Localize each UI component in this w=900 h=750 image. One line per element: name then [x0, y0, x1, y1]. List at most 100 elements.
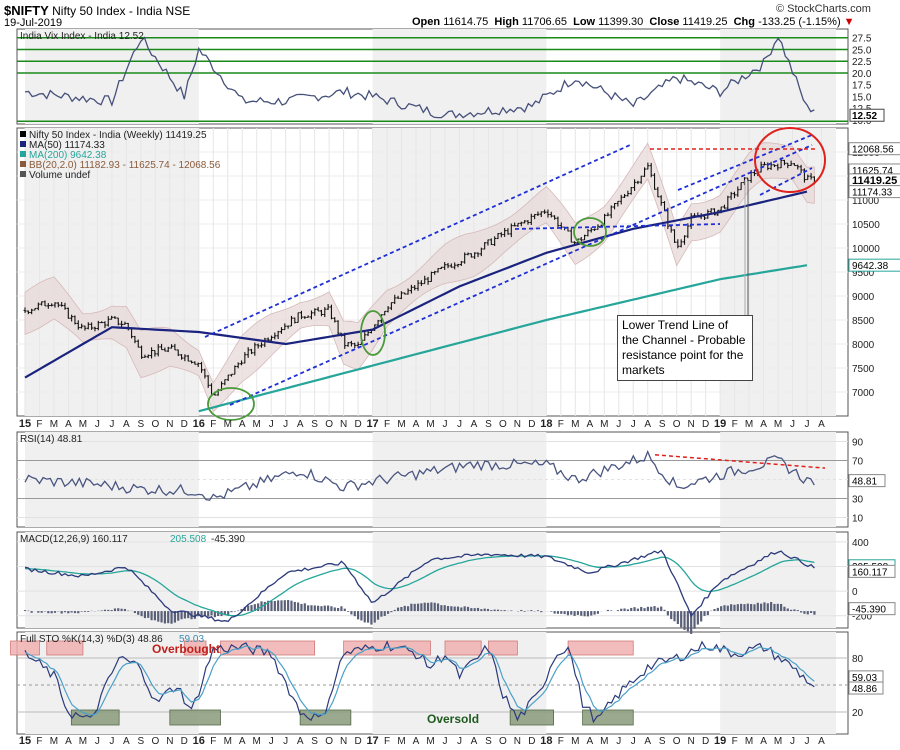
channel-lower-line — [229, 144, 813, 406]
year-band — [720, 632, 836, 734]
month-tick-label: J — [109, 736, 114, 747]
legend-swatch — [20, 151, 26, 157]
month-tick-label: F — [36, 419, 42, 430]
price-y-tick: 8500 — [852, 316, 875, 327]
macd-legend-signal: 205.508 — [170, 534, 207, 545]
month-tick-label: 15 — [19, 735, 31, 747]
price-y-tick: 7000 — [852, 388, 875, 399]
overbought-box — [183, 640, 207, 656]
month-tick-label: F — [558, 419, 564, 430]
month-tick-label: J — [616, 736, 621, 747]
ma50-line — [24, 190, 808, 379]
month-tick-label: A — [818, 736, 825, 747]
month-tick-label: M — [397, 419, 405, 430]
macd-value-tag: 160.117 — [852, 567, 888, 578]
overbought-box — [46, 640, 84, 656]
month-tick-label: A — [760, 736, 767, 747]
price-y-tick: 7500 — [852, 364, 875, 375]
month-tick-label: J — [790, 419, 795, 430]
month-tick-label: J — [631, 419, 636, 430]
vix-y-tick: 17.5 — [852, 81, 872, 92]
month-tick-label: N — [166, 419, 173, 430]
highlight-circle — [573, 217, 607, 247]
sto-k-line — [24, 640, 815, 724]
month-tick-label: S — [659, 419, 666, 430]
sto-d-line — [24, 645, 815, 716]
month-tick-label: A — [471, 736, 478, 747]
chart-date: 19-Jul-2019 — [4, 17, 63, 29]
month-tick-label: A — [818, 419, 825, 430]
month-tick-label: M — [571, 419, 579, 430]
sto-panel: 805020Full STO %K(14,3) %D(3) 48.8659.03… — [10, 634, 884, 726]
month-tick-label: F — [36, 736, 42, 747]
overbought-box — [10, 640, 40, 656]
month-tick-label: D — [702, 419, 709, 430]
price-y-tick: 10000 — [852, 244, 880, 255]
legend-swatch — [20, 141, 26, 147]
rsi-y-tick: 90 — [852, 438, 864, 449]
month-tick-label: J — [616, 419, 621, 430]
month-tick-label: M — [774, 419, 782, 430]
month-tick-label: N — [514, 419, 521, 430]
macd-value-tag-box — [848, 564, 896, 578]
month-tick-label: A — [297, 419, 304, 430]
month-tick-label: D — [528, 736, 535, 747]
price-value-tag: 11625.74 — [852, 166, 893, 177]
month-tick-label: N — [688, 736, 695, 747]
legend-swatch — [20, 131, 26, 137]
month-tick-label: J — [442, 419, 447, 430]
channel-upper-line — [204, 144, 631, 338]
sto-value-tag: 59.03 — [852, 673, 877, 684]
month-tick-label: N — [166, 736, 173, 747]
price-y-tick: 9000 — [852, 292, 875, 303]
month-tick-label: A — [586, 419, 593, 430]
month-tick-label: M — [600, 736, 608, 747]
high-value: 11706.65 — [521, 16, 567, 28]
month-tick-label: M — [224, 419, 232, 430]
month-tick-label: A — [65, 419, 72, 430]
macd-y-tick: -200 — [852, 612, 872, 623]
vix-y-tick: 20.0 — [852, 69, 872, 80]
rsi-divergence-line — [654, 454, 826, 469]
ohlc-readout: Open 11614.75 High 11706.65 Low 11399.30… — [412, 16, 855, 28]
month-tick-label: A — [644, 419, 651, 430]
oversold-box — [169, 709, 221, 726]
support-line-2018 — [514, 223, 721, 230]
month-tick-label: S — [485, 419, 492, 430]
rsi-y-tick: 30 — [852, 495, 864, 506]
month-tick-label: F — [210, 736, 216, 747]
year-band — [25, 29, 199, 124]
macd-line — [24, 549, 815, 623]
month-tick-label: A — [760, 419, 767, 430]
month-tick-label: A — [297, 736, 304, 747]
close-value: 11419.25 — [682, 16, 728, 28]
month-tick-label: M — [253, 736, 261, 747]
month-tick-label: M — [426, 736, 434, 747]
month-tick-label: J — [805, 419, 810, 430]
exchange: NSE — [165, 4, 191, 18]
rsi-y-tick: 70 — [852, 457, 864, 468]
year-band — [372, 532, 547, 628]
overbought-box — [444, 640, 482, 656]
month-tick-label: J — [269, 419, 274, 430]
vix-line — [24, 36, 815, 119]
price-value-tag-box — [848, 142, 900, 156]
macd-y-tick: 400 — [852, 538, 869, 549]
month-tick-label: 19 — [714, 735, 726, 747]
month-tick-label: S — [311, 736, 318, 747]
month-tick-label: S — [485, 736, 492, 747]
month-tick-label: M — [426, 419, 434, 430]
highlight-circle — [360, 310, 386, 356]
month-tick-label: D — [181, 736, 188, 747]
month-tick-label: O — [673, 419, 681, 430]
month-tick-label: 16 — [193, 735, 205, 747]
rsi-legend: RSI(14) 48.81 — [20, 434, 83, 445]
month-tick-label: F — [558, 736, 564, 747]
recent-lower-line — [759, 167, 813, 196]
trendline-callout: Lower Trend Line of the Channel - Probab… — [617, 315, 753, 381]
macd-value-tag-box — [848, 602, 896, 616]
sto-legend-d: 59.03 — [179, 634, 204, 645]
month-tick-label: M — [745, 419, 753, 430]
month-tick-label: M — [224, 736, 232, 747]
year-band — [720, 29, 836, 124]
